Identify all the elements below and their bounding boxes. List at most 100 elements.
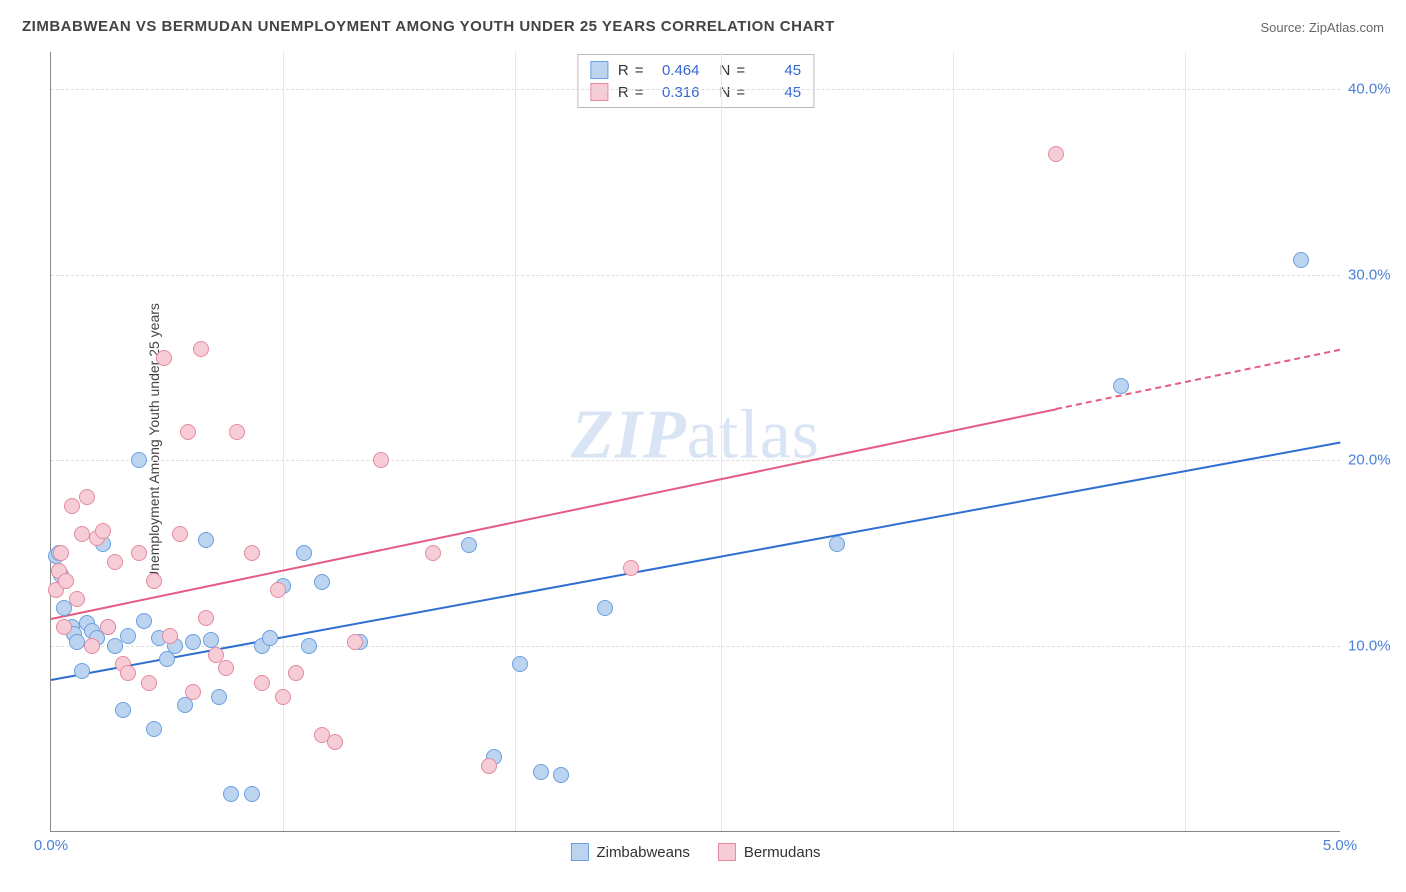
scatter-point (1113, 378, 1129, 394)
r-value-bermudans: 0.316 (650, 84, 700, 101)
plot-area: Unemployment Among Youth under 25 years … (50, 52, 1340, 832)
scatter-point (288, 665, 304, 681)
scatter-point (74, 663, 90, 679)
legend-swatch-icon (570, 843, 588, 861)
legend-swatch-zimbabweans (590, 61, 608, 79)
gridline-v (283, 52, 284, 831)
y-tick-label: 30.0% (1348, 266, 1391, 283)
series-legend: Zimbabweans Bermudans (570, 843, 820, 861)
trend-line (1056, 349, 1340, 410)
scatter-point (198, 532, 214, 548)
scatter-point (69, 591, 85, 607)
scatter-point (347, 634, 363, 650)
scatter-point (131, 452, 147, 468)
scatter-point (203, 632, 219, 648)
scatter-point (136, 613, 152, 629)
scatter-point (314, 574, 330, 590)
scatter-point (146, 721, 162, 737)
scatter-point (185, 634, 201, 650)
scatter-point (244, 786, 260, 802)
gridline-h (51, 275, 1340, 276)
scatter-point (244, 545, 260, 561)
scatter-point (95, 523, 111, 539)
scatter-point (481, 758, 497, 774)
gridline-v (1185, 52, 1186, 831)
scatter-point (254, 675, 270, 691)
legend-label: Bermudans (744, 844, 821, 861)
scatter-point (100, 619, 116, 635)
r-label: R (618, 62, 629, 79)
eq-sign: = (635, 62, 644, 79)
scatter-point (301, 638, 317, 654)
legend-row-zimbabweans: R = 0.464 N = 45 (590, 59, 801, 81)
scatter-point (79, 489, 95, 505)
scatter-point (131, 545, 147, 561)
watermark-zip: ZIP (571, 396, 687, 473)
scatter-point (172, 526, 188, 542)
scatter-point (829, 536, 845, 552)
gridline-h (51, 89, 1340, 90)
legend-item-bermudans: Bermudans (718, 843, 821, 861)
gridline-v (515, 52, 516, 831)
eq-sign: = (736, 84, 745, 101)
scatter-point (1048, 146, 1064, 162)
scatter-point (185, 684, 201, 700)
scatter-point (156, 350, 172, 366)
scatter-point (262, 630, 278, 646)
scatter-point (84, 638, 100, 654)
eq-sign: = (635, 84, 644, 101)
scatter-point (64, 498, 80, 514)
scatter-point (553, 767, 569, 783)
scatter-point (146, 573, 162, 589)
source-attribution: Source: ZipAtlas.com (1260, 20, 1384, 35)
scatter-point (180, 424, 196, 440)
scatter-point (229, 424, 245, 440)
x-tick-label: 5.0% (1323, 837, 1357, 854)
y-tick-label: 10.0% (1348, 637, 1391, 654)
legend-swatch-icon (718, 843, 736, 861)
scatter-point (56, 619, 72, 635)
legend-row-bermudans: R = 0.316 N = 45 (590, 81, 801, 103)
chart-title: ZIMBABWEAN VS BERMUDAN UNEMPLOYMENT AMON… (22, 18, 835, 35)
scatter-point (162, 628, 178, 644)
scatter-point (373, 452, 389, 468)
n-value-zimbabweans: 45 (751, 62, 801, 79)
scatter-point (327, 734, 343, 750)
gridline-v (721, 52, 722, 831)
gridline-h (51, 460, 1340, 461)
scatter-point (597, 600, 613, 616)
scatter-point (223, 786, 239, 802)
scatter-point (296, 545, 312, 561)
gridline-h (51, 646, 1340, 647)
y-tick-label: 40.0% (1348, 81, 1391, 98)
scatter-point (120, 665, 136, 681)
scatter-point (218, 660, 234, 676)
correlation-legend: R = 0.464 N = 45 R = 0.316 N = 45 (577, 54, 814, 108)
eq-sign: = (736, 62, 745, 79)
scatter-point (623, 560, 639, 576)
scatter-point (270, 582, 286, 598)
scatter-point (198, 610, 214, 626)
legend-swatch-bermudans (590, 83, 608, 101)
scatter-point (69, 634, 85, 650)
scatter-point (115, 702, 131, 718)
r-label: R (618, 84, 629, 101)
scatter-point (512, 656, 528, 672)
watermark: ZIPatlas (571, 395, 820, 475)
scatter-point (141, 675, 157, 691)
scatter-point (211, 689, 227, 705)
y-axis-label: Unemployment Among Youth under 25 years (146, 303, 162, 581)
r-value-zimbabweans: 0.464 (650, 62, 700, 79)
scatter-point (58, 573, 74, 589)
scatter-point (120, 628, 136, 644)
scatter-point (107, 554, 123, 570)
scatter-point (275, 689, 291, 705)
y-tick-label: 20.0% (1348, 452, 1391, 469)
scatter-point (74, 526, 90, 542)
gridline-v (953, 52, 954, 831)
scatter-point (425, 545, 441, 561)
scatter-point (1293, 252, 1309, 268)
scatter-point (533, 764, 549, 780)
scatter-point (193, 341, 209, 357)
scatter-point (461, 537, 477, 553)
